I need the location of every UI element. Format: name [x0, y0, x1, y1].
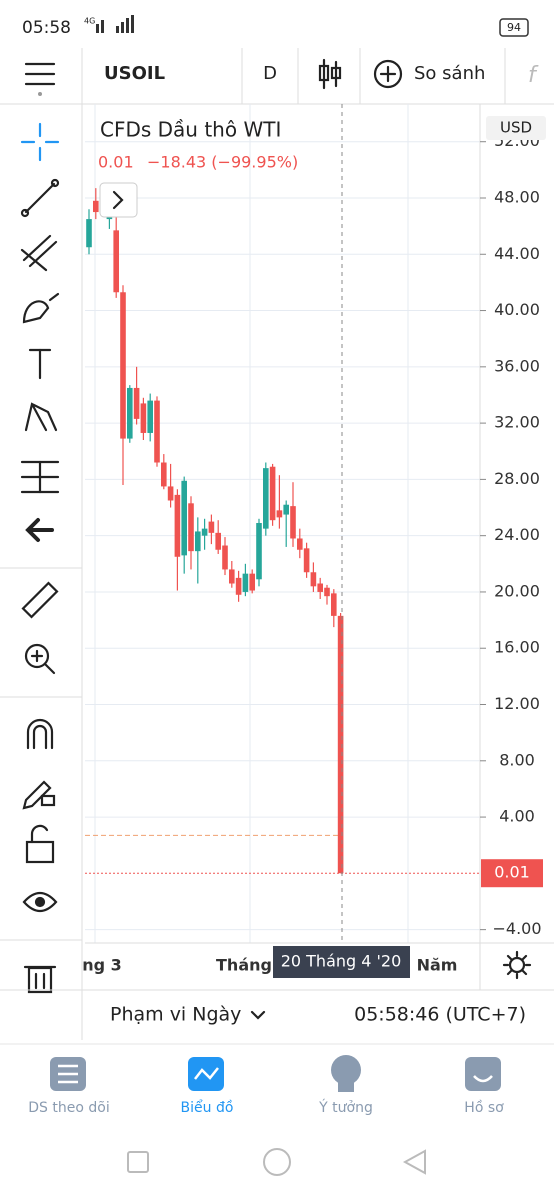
- last-price-label: 0.01: [494, 863, 530, 882]
- y-tick-label: −4.00: [492, 919, 541, 938]
- recent-apps[interactable]: [127, 1151, 149, 1173]
- candle-body: [208, 521, 215, 533]
- candle-body: [154, 400, 160, 463]
- drawing-tools[interactable]: [20, 122, 60, 994]
- battery-icon: [499, 18, 529, 37]
- chart-type-button[interactable]: [318, 58, 342, 90]
- candle-body: [93, 200, 99, 213]
- nav-label[interactable]: DS theo dõi: [28, 1100, 109, 1116]
- candle-body: [147, 400, 153, 433]
- candle-body: [249, 573, 255, 591]
- candle-body: [120, 292, 126, 439]
- back[interactable]: [402, 1149, 426, 1175]
- grid: [85, 104, 480, 943]
- nav-icon-line: [194, 1067, 219, 1080]
- signal-icon: [96, 15, 134, 33]
- y-tick-label: 12.00: [494, 694, 540, 713]
- candle-body: [215, 532, 221, 550]
- nav-icon-lines: [58, 1064, 78, 1084]
- indicators-icon[interactable]: f: [528, 63, 539, 88]
- nav-icon-smile: [473, 1075, 493, 1083]
- menu-button[interactable]: [24, 62, 56, 86]
- nav-icon[interactable]: [465, 1057, 501, 1091]
- status-network: 4G: [84, 17, 95, 26]
- compare[interactable]: So sánh: [414, 63, 485, 84]
- candle-body: [276, 510, 283, 518]
- candle-body: [201, 528, 208, 536]
- candle-body: [331, 593, 337, 616]
- candle-body: [127, 387, 133, 439]
- y-tick-label: 48.00: [494, 187, 540, 206]
- interval[interactable]: D: [263, 63, 277, 84]
- candle-body: [310, 572, 317, 587]
- change: −18.43 (−99.95%): [147, 153, 298, 172]
- candle-body: [317, 583, 323, 592]
- range-caret: [250, 1010, 266, 1020]
- y-tick-label: 44.00: [494, 244, 540, 263]
- candle-body: [290, 506, 296, 539]
- currency: USD: [500, 119, 532, 137]
- currency-badge: [486, 116, 546, 140]
- candle-body: [324, 587, 330, 597]
- nav-icon-base: [338, 1082, 354, 1092]
- y-tick-label: 20.00: [494, 581, 540, 600]
- x-label: Năm: [417, 956, 458, 975]
- candle-body: [174, 494, 181, 557]
- candle-body: [133, 387, 140, 419]
- expand-arrow: [112, 190, 124, 210]
- candle-body: [140, 403, 147, 433]
- settings-button[interactable]: [502, 950, 532, 980]
- candle-body: [235, 577, 242, 595]
- menu-dot: [38, 92, 42, 96]
- candle-body: [297, 538, 303, 550]
- candle-body: [263, 468, 269, 529]
- candle-body: [283, 504, 289, 515]
- y-tick-label: 16.00: [494, 638, 540, 657]
- candle-body: [337, 615, 344, 874]
- expand-button[interactable]: [99, 182, 138, 218]
- candle-body: [195, 531, 201, 552]
- status-time: 05:58: [22, 18, 71, 38]
- clock: 05:58:46 (UTC+7): [354, 1004, 526, 1026]
- chart-title: CFDs Dầu thô WTI: [100, 118, 281, 142]
- candle-body: [229, 569, 235, 584]
- y-tick-label: 36.00: [494, 356, 540, 375]
- candle-body: [181, 480, 187, 556]
- y-tick-label: 32.00: [494, 413, 540, 432]
- y-tick-label: 40.00: [494, 300, 540, 319]
- candles: [85, 188, 480, 874]
- nav-label[interactable]: Hồ sơ: [464, 1099, 504, 1116]
- crosshair-badge: [273, 946, 410, 978]
- nav-label[interactable]: Ý tưởng: [318, 1099, 373, 1116]
- price: 0.01: [98, 153, 134, 172]
- candle-body: [242, 573, 249, 592]
- x-label: ng 3: [82, 956, 122, 975]
- candle-body: [256, 523, 262, 580]
- crosshair-label: 20 Tháng 4 '20: [281, 952, 402, 971]
- y-tick-label: 4.00: [499, 807, 535, 826]
- compare-icon[interactable]: [373, 59, 403, 89]
- nav-label[interactable]: Biểu đồ: [181, 1099, 234, 1116]
- candle-body: [86, 219, 92, 248]
- candle-body: [113, 230, 119, 293]
- symbol[interactable]: USOIL: [104, 63, 165, 84]
- home[interactable]: [263, 1148, 291, 1176]
- battery-level: 94: [507, 21, 521, 34]
- y-tick-label: 24.00: [494, 525, 540, 544]
- last-price-badge: [481, 859, 543, 888]
- y-tick-label: 28.00: [494, 469, 540, 488]
- x-label: Tháng: [216, 956, 272, 975]
- y-tick-label: 8.00: [499, 750, 535, 769]
- candle-body: [303, 548, 310, 573]
- candle-body: [269, 466, 276, 521]
- candle-body: [161, 462, 167, 487]
- range-selector[interactable]: Phạm vi Ngày: [110, 1004, 241, 1026]
- nav-icon[interactable]: [331, 1055, 361, 1085]
- price-axis: 52.0048.0044.0040.0036.0032.0028.0024.00…: [480, 131, 543, 938]
- candle-body: [222, 545, 228, 570]
- candle-body: [188, 503, 194, 552]
- candle-body: [167, 486, 174, 501]
